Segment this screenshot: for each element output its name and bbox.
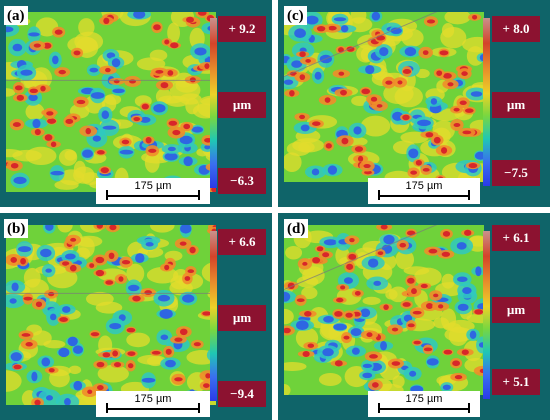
panel-b: (b) + 6.6 µm −9.4 175 µm — [0, 213, 272, 420]
max-value: + 6.1 — [492, 225, 540, 251]
scale-bar: 175 µm — [368, 178, 480, 204]
scale-bar-tick-right — [198, 403, 200, 413]
scale-bar-tick-left — [378, 190, 380, 200]
height-map-d — [284, 225, 484, 395]
scale-bar-tick-left — [106, 403, 108, 413]
scale-bar-line — [378, 408, 470, 410]
scale-bar-label: 175 µm — [405, 393, 443, 405]
min-value: + 5.1 — [492, 369, 540, 395]
max-value: + 9.2 — [218, 16, 266, 42]
scale-bar-line — [106, 408, 200, 410]
unit-label: µm — [492, 92, 540, 118]
scale-bar-tick-right — [468, 190, 470, 200]
scale-bar-tick-left — [378, 403, 380, 413]
height-map-c — [284, 12, 484, 182]
unit-label: µm — [492, 297, 540, 323]
scale-bar-tick-left — [106, 190, 108, 200]
scale-bar-label: 175 µm — [134, 393, 172, 405]
scale-bar: 175 µm — [96, 391, 210, 417]
height-map-b — [6, 225, 216, 405]
min-value: −6.3 — [218, 168, 266, 194]
min-value: −7.5 — [492, 160, 540, 186]
unit-label: µm — [218, 305, 266, 331]
panel-a: (a) + 9.2 µm −6.3 175 µm — [0, 0, 272, 207]
height-map-a — [6, 12, 216, 192]
scale-bar-line — [378, 195, 470, 197]
panel-label: (a) — [4, 6, 28, 25]
panel-label: (c) — [284, 6, 307, 25]
scale-bar: 175 µm — [96, 178, 210, 204]
max-value: + 6.6 — [218, 229, 266, 255]
color-scale-bar — [483, 231, 490, 399]
scale-bar: 175 µm — [368, 391, 480, 417]
scale-bar-label: 175 µm — [134, 180, 172, 192]
unit-label: µm — [218, 92, 266, 118]
panel-d: (d) + 6.1 µm + 5.1 175 µm — [278, 213, 550, 420]
min-value: −9.4 — [218, 381, 266, 407]
color-scale-bar — [210, 18, 217, 188]
panel-c: (c) + 8.0 µm −7.5 175 µm — [278, 0, 550, 207]
panel-label: (b) — [4, 219, 29, 238]
scale-bar-tick-right — [198, 190, 200, 200]
max-value: + 8.0 — [492, 16, 540, 42]
scale-bar-tick-right — [468, 403, 470, 413]
scale-bar-line — [106, 195, 200, 197]
scale-bar-label: 175 µm — [405, 180, 443, 192]
panel-label: (d) — [284, 219, 309, 238]
color-scale-bar — [210, 231, 217, 401]
color-scale-bar — [483, 18, 490, 186]
